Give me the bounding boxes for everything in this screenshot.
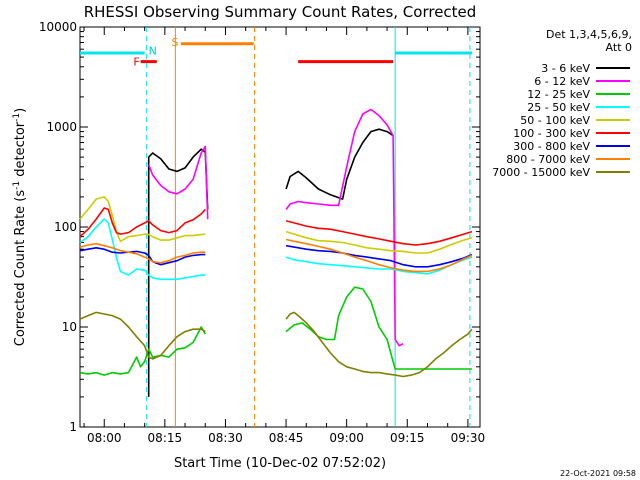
flag-letter: N (149, 45, 157, 58)
series-line (147, 148, 209, 397)
legend-label: 25 - 50 keV (527, 101, 590, 114)
x-tick-label: 09:30 (451, 431, 486, 445)
series-line (79, 242, 206, 264)
y-tick-label: 100 (54, 220, 77, 234)
flag-letter: F (133, 56, 139, 69)
y-axis-ticks: 1 10 100 1000 10000 (39, 20, 480, 434)
chart-title: RHESSI Observing Summary Count Rates, Co… (84, 3, 477, 21)
series-line (285, 244, 473, 268)
series-line (147, 145, 209, 220)
attenuator-markers (146, 27, 471, 427)
y-axis-label: Corrected Count Rate (s-1 detector-1) (12, 108, 28, 346)
flag-letter: S (171, 36, 178, 49)
legend-header-2: Att 0 (606, 41, 632, 54)
series-line (285, 128, 394, 200)
footer-timestamp: 22-Oct-2021 09:58 (560, 469, 636, 478)
x-tick-label: 09:00 (329, 431, 364, 445)
y-tick-label: 10000 (39, 20, 77, 34)
y-label-main: Corrected Count Rate (s (13, 190, 28, 347)
legend-label: 3 - 6 keV (541, 62, 590, 75)
series-line (79, 326, 206, 376)
legend-label: 100 - 300 keV (513, 127, 590, 140)
y-label-sup1: -1 (12, 181, 22, 190)
x-tick-label: 08:30 (208, 431, 243, 445)
x-axis-ticks: 08:00 08:15 08:30 08:45 09:00 09:15 09:30 (83, 27, 486, 445)
series-line (79, 311, 206, 360)
x-tick-label: 08:15 (148, 431, 183, 445)
legend-label: 12 - 25 keV (527, 88, 590, 101)
y-tick-label: 1000 (46, 120, 77, 134)
series-line (285, 311, 473, 378)
series-line (79, 218, 206, 281)
y-label-sup2: -1 (12, 113, 22, 122)
x-tick-label: 09:15 (390, 431, 425, 445)
legend-label: 50 - 100 keV (520, 114, 590, 127)
flag-bars: FN S (80, 36, 472, 69)
series-line (79, 247, 206, 266)
legend-label: 300 - 800 keV (513, 140, 590, 153)
legend-label: 7000 - 15000 keV (492, 166, 590, 179)
x-tick-label: 08:45 (269, 431, 304, 445)
series-line (285, 230, 473, 254)
series-line (79, 207, 206, 238)
x-axis-label: Start Time (10-Dec-02 07:52:02) (174, 456, 386, 471)
series-line (285, 108, 404, 347)
y-label-end: ) (13, 108, 28, 113)
x-tick-label: 08:00 (87, 431, 122, 445)
y-label-mid: detector (13, 121, 28, 181)
series-line (285, 220, 473, 246)
series-lines (79, 108, 473, 397)
legend-label: 6 - 12 keV (534, 75, 590, 88)
legend-label: 800 - 7000 keV (506, 153, 590, 166)
y-tick-label: 10 (62, 320, 77, 334)
legend-header-1: Det 1,3,4,5,6,9, (546, 28, 632, 41)
y-tick-label: 1 (69, 420, 77, 434)
series-line (285, 238, 473, 273)
series-line (79, 196, 206, 243)
series-line (285, 286, 472, 370)
